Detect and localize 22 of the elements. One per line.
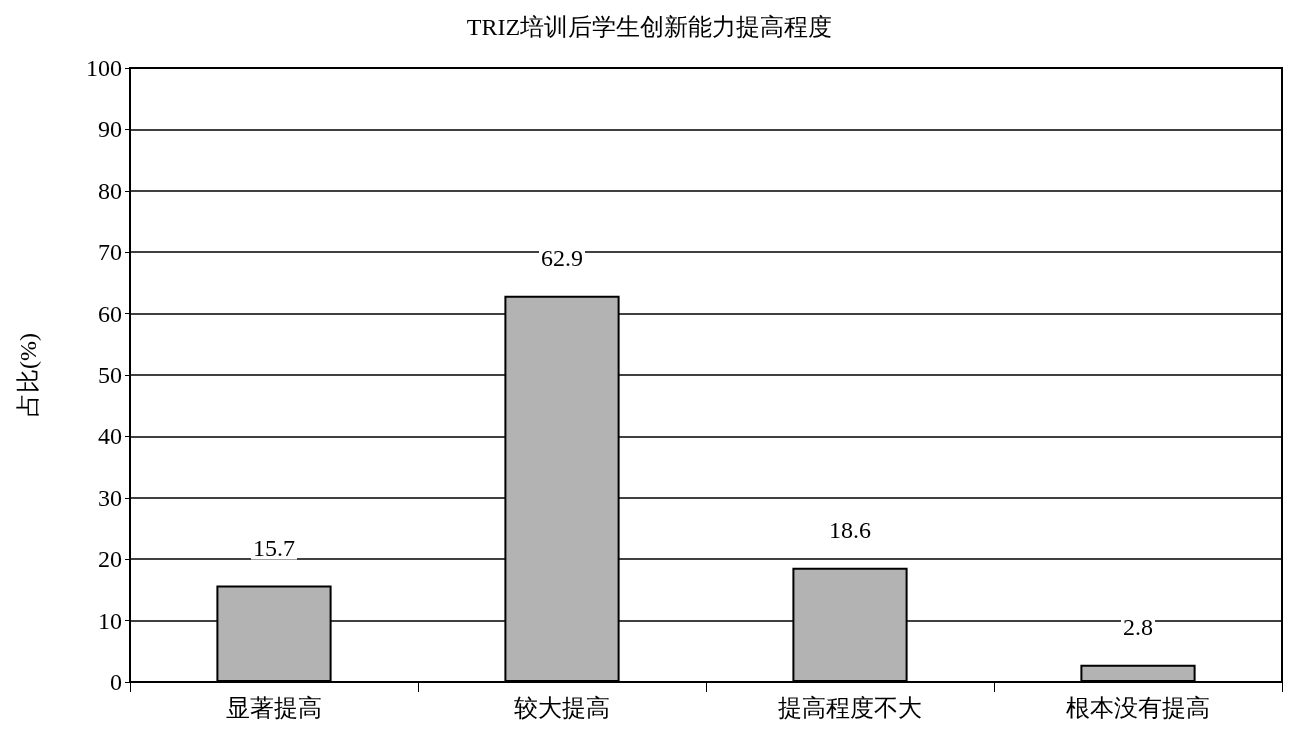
data-label: 18.6 [829,516,871,543]
y-tick-label: 40 [98,423,122,450]
chart-title: TRIZ培训后学生创新能力提高程度 [466,14,833,40]
y-tick-label: 30 [98,484,122,511]
y-axis-title: 占比(%) [15,333,41,417]
x-tick-label: 根本没有提高 [1066,695,1210,721]
data-label: 15.7 [253,534,295,561]
y-tick-label: 60 [98,300,122,327]
y-tick-label: 0 [110,669,122,695]
y-tick-label: 10 [98,607,122,634]
y-tick-label: 90 [98,116,122,143]
x-tick-label: 提高程度不大 [778,695,922,721]
x-tick-label: 较大提高 [514,695,610,721]
x-tick-label: 显著提高 [226,695,322,721]
bar [1080,664,1196,682]
y-tick-label: 100 [86,55,122,81]
data-label: 62.9 [541,244,583,271]
data-label: 2.8 [1123,613,1153,640]
y-tick-label: 80 [98,177,122,204]
y-tick-label: 20 [98,546,122,573]
y-tick-label: 70 [98,239,122,266]
y-tick-label: 50 [98,362,122,388]
